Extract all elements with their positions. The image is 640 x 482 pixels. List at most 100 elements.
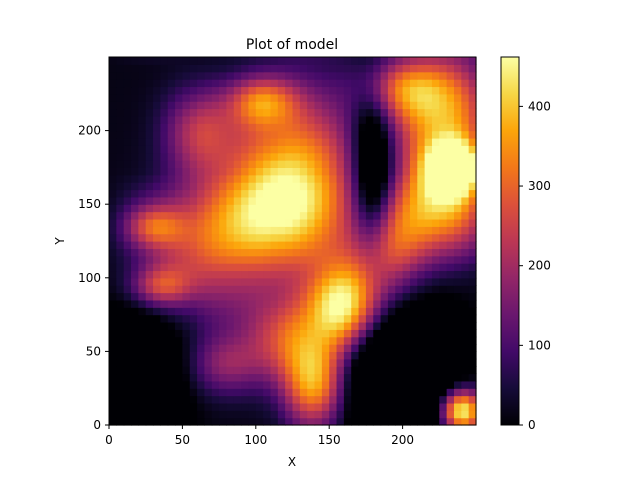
heatmap-cell [277,93,286,102]
heatmap-cell [167,344,176,352]
heatmap-cell [189,307,198,316]
heatmap-cell [189,395,198,404]
heatmap-cell [277,344,286,352]
heatmap-cell [402,299,411,308]
heatmap-cell [160,152,169,161]
heatmap-cell [255,373,264,382]
heatmap-cell [446,329,455,338]
heatmap-cell [446,204,455,213]
heatmap-cell [109,314,117,323]
heatmap-cell [153,292,161,301]
heatmap-cell [468,226,477,235]
heatmap-cell [314,130,323,139]
heatmap-cell [248,101,257,110]
heatmap-cell [248,285,257,294]
heatmap-cell [277,204,286,213]
heatmap-cell [446,292,455,301]
heatmap-cell [329,366,338,375]
heatmap-cell [277,196,286,205]
heatmap-cell [336,358,345,367]
heatmap-cell [182,71,191,80]
heatmap-cell [211,57,220,65]
heatmap-cell [182,366,191,375]
heatmap-cell [365,137,374,146]
heatmap-cell [439,314,448,323]
heatmap-cell [402,57,411,65]
heatmap-cell [446,307,455,316]
heatmap-cell [116,336,125,345]
heatmap-cell [219,86,228,95]
heatmap-cell [439,307,448,316]
heatmap-cell [387,329,396,338]
heatmap-cell [138,307,147,316]
heatmap-cell [358,189,367,198]
heatmap-cell [453,137,462,146]
heatmap-cell [395,366,404,375]
heatmap-cell [424,71,433,80]
heatmap-cell [453,145,462,154]
heatmap-cell [299,174,308,183]
heatmap-cell [461,248,470,257]
heatmap-cell [439,366,448,375]
heatmap-cell [439,285,448,294]
heatmap-cell [358,248,367,257]
heatmap-cell [329,299,338,308]
heatmap-cell [351,410,360,419]
heatmap-cell [204,86,213,95]
heatmap-cell [417,182,426,191]
heatmap-cell [461,410,470,419]
heatmap-cell [292,299,301,308]
heatmap-cell [431,307,440,316]
heatmap-cell [138,255,147,264]
heatmap-cell [329,79,338,88]
heatmap-cell [343,130,352,139]
heatmap-cell [248,336,257,345]
chart-title: Plot of model [246,37,338,53]
heatmap-cell [204,263,213,272]
heatmap-cell [145,410,154,419]
heatmap-cell [255,277,264,286]
heatmap-cell [241,366,250,375]
heatmap-cell [270,358,279,367]
heatmap-cell [468,344,477,352]
heatmap-cell [468,218,477,227]
heatmap-cell [285,174,294,183]
heatmap-cell [116,79,125,88]
heatmap-cell [123,307,132,316]
heatmap-cell [314,86,323,95]
heatmap-cell [387,152,396,161]
heatmap-cell [153,218,161,227]
heatmap-cell [461,79,470,88]
heatmap-cell [402,115,411,124]
heatmap-cell [175,86,183,95]
heatmap-cell [226,299,235,308]
heatmap-cell [299,395,308,404]
heatmap-cell [123,299,132,308]
heatmap-cell [160,388,169,397]
heatmap-cell [175,248,183,257]
heatmap-cell [285,115,294,124]
heatmap-cell [402,226,411,235]
heatmap-cell [417,145,426,154]
heatmap-cell [167,321,176,330]
heatmap-cell [145,79,154,88]
heatmap-cell [145,263,154,272]
heatmap-cell [109,351,117,360]
heatmap-cell [365,108,374,117]
y-tick-label: 50 [86,344,101,358]
heatmap-cell [241,101,250,110]
heatmap-cell [417,351,426,360]
heatmap-cell [468,292,477,301]
heatmap-cell [461,270,470,279]
heatmap-cell [387,123,396,132]
heatmap-cell [145,395,154,404]
heatmap-cell [160,108,169,117]
heatmap-cell [343,182,352,191]
heatmap-cell [409,307,418,316]
heatmap-cell [321,152,330,161]
heatmap-cell [336,307,345,316]
heatmap-cell [197,57,206,65]
heatmap-cell [409,402,418,411]
heatmap-cell [446,336,455,345]
heatmap-cell [380,292,389,301]
